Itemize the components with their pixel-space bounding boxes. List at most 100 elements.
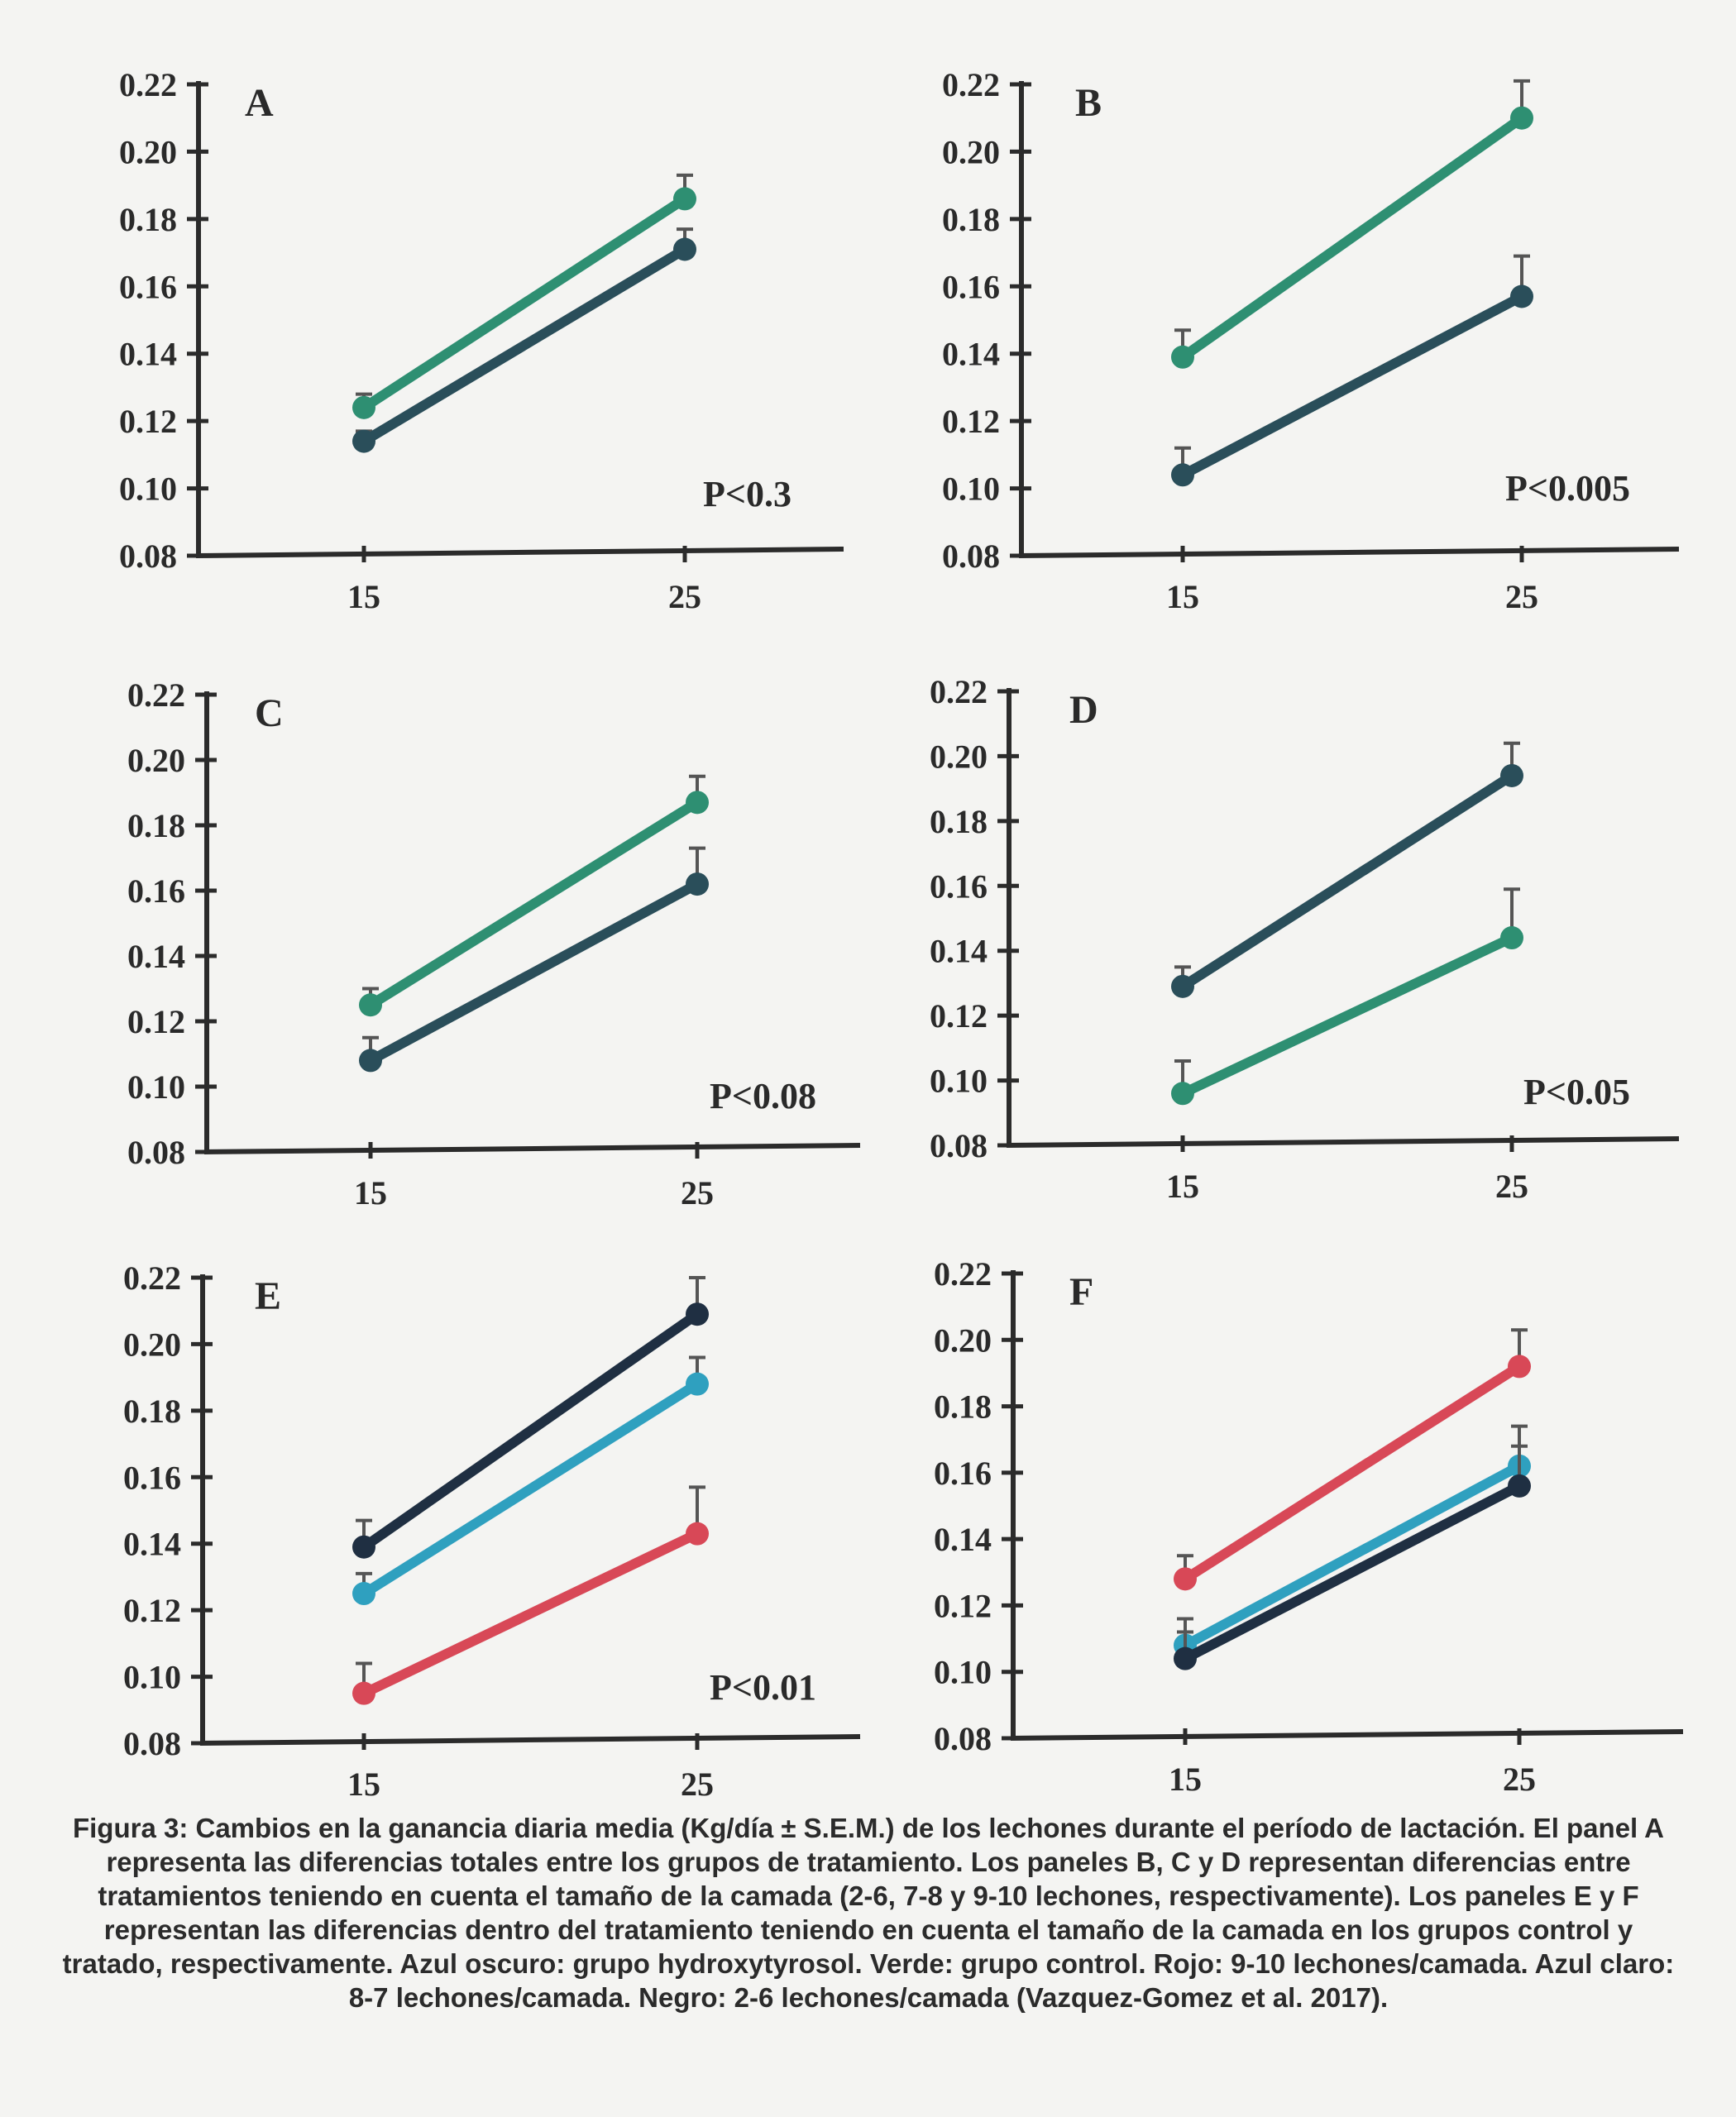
x-axis (195, 547, 844, 558)
series-segment (1178, 770, 1517, 992)
panel-letter: F (1069, 1270, 1093, 1314)
series-segment (359, 194, 690, 413)
series-segment (1178, 933, 1517, 1099)
y-tick-label: 0.14 (119, 336, 177, 373)
y-tick-label: 0.16 (123, 1459, 181, 1496)
series-segment (1180, 1361, 1524, 1584)
figure-panels: 0.08 0.10 0.12 0.14 0.16 0.18 0.20 0.22 15 25 A P<0… (119, 66, 1684, 1803)
y-tick-label: 0.12 (942, 403, 1000, 440)
y-tick-label: 0.08 (930, 1127, 988, 1164)
p-value-label: P<0.05 (1523, 1072, 1630, 1112)
data-point (673, 237, 696, 261)
x-axis (199, 1734, 861, 1746)
series-line (352, 173, 696, 419)
y-tick-label: 0.20 (123, 1326, 181, 1363)
y-tick-label: 0.10 (934, 1654, 992, 1691)
y-tick-label: 0.12 (127, 1003, 185, 1040)
y-tick-label: 0.16 (127, 872, 185, 910)
series-line (352, 227, 696, 453)
data-point (352, 1681, 375, 1705)
y-tick-label: 0.08 (119, 538, 177, 575)
data-point (673, 187, 696, 211)
y-tick-label: 0.20 (127, 742, 185, 779)
data-point (1510, 106, 1533, 130)
y-tick-label: 0.16 (934, 1455, 992, 1492)
p-value-label: P<0.08 (710, 1076, 816, 1116)
series-segment (366, 879, 702, 1066)
x-tick-label: 25 (681, 1174, 714, 1211)
y-tick-label: 0.10 (123, 1659, 181, 1696)
x-tick-label: 25 (1495, 1168, 1528, 1205)
x-tick-label: 15 (347, 578, 380, 615)
series-segment (359, 244, 690, 447)
x-tick-label: 25 (1505, 578, 1538, 615)
data-point (1174, 1646, 1197, 1670)
series-line (1171, 79, 1533, 369)
panel-c: 0.08 0.10 0.12 0.14 0.16 0.18 0.20 0.22 15 25 C P<0… (127, 676, 861, 1211)
y-tick-label: 0.16 (930, 867, 988, 905)
x-tick-label: 15 (1166, 1168, 1199, 1205)
y-tick-label: 0.16 (119, 268, 177, 305)
data-point (1510, 284, 1533, 308)
series-line (1174, 1444, 1531, 1670)
x-tick-label: 15 (354, 1174, 387, 1211)
y-tick-label: 0.14 (930, 933, 988, 970)
x-axis (203, 1143, 861, 1154)
y-tick-label: 0.18 (934, 1388, 992, 1426)
y-tick-label: 0.14 (123, 1526, 181, 1563)
x-tick-label: 15 (347, 1766, 380, 1803)
data-point (1500, 763, 1523, 787)
data-point (1171, 1082, 1194, 1106)
data-point (1171, 345, 1194, 369)
panel-letter: B (1075, 81, 1102, 125)
y-tick-label: 0.14 (942, 336, 1000, 373)
x-axis (1010, 1729, 1684, 1741)
panel-d: 0.08 0.10 0.12 0.14 0.16 0.18 0.20 0.22 15 25 D P<0… (930, 673, 1680, 1205)
panel-letter: A (245, 81, 274, 125)
y-tick-label: 0.08 (123, 1725, 181, 1762)
data-point (1171, 974, 1194, 998)
x-tick-label: 15 (1169, 1761, 1202, 1798)
data-point (686, 1302, 709, 1326)
series-line (352, 1485, 709, 1705)
data-point (686, 1372, 709, 1396)
y-tick-label: 0.20 (934, 1321, 992, 1359)
data-point (1508, 1474, 1531, 1498)
panel-e: 0.08 0.10 0.12 0.14 0.16 0.18 0.20 0.22 15 25 E P<0… (123, 1259, 861, 1803)
y-tick-label: 0.10 (942, 471, 1000, 508)
y-tick-label: 0.18 (119, 201, 177, 238)
y-tick-label: 0.08 (942, 538, 1000, 575)
data-point (686, 1522, 709, 1546)
y-tick-label: 0.22 (123, 1259, 181, 1297)
data-point (359, 1049, 382, 1073)
series-line (1174, 1328, 1531, 1591)
y-tick-label: 0.12 (119, 403, 177, 440)
series-line (1171, 887, 1523, 1106)
x-tick-label: 25 (681, 1766, 714, 1803)
series-line (352, 1355, 709, 1606)
y-tick-label: 0.18 (127, 807, 185, 844)
panel-b: 0.08 0.10 0.12 0.14 0.16 0.18 0.20 0.22 15 25 B P<0… (942, 66, 1680, 615)
series-segment (1178, 291, 1527, 480)
series-line (1171, 254, 1533, 487)
y-tick-label: 0.10 (127, 1068, 185, 1106)
data-point (352, 1582, 375, 1606)
x-axis (1006, 1136, 1680, 1148)
x-tick-label: 15 (1166, 578, 1199, 615)
panel-letter: C (255, 691, 284, 735)
panel-letter: E (255, 1274, 281, 1318)
y-tick-label: 0.20 (942, 133, 1000, 170)
y-tick-label: 0.12 (123, 1592, 181, 1629)
y-tick-label: 0.14 (127, 938, 185, 975)
y-tick-label: 0.08 (934, 1720, 992, 1757)
panel-letter: D (1069, 688, 1098, 732)
p-value-label: P<0.01 (710, 1667, 816, 1708)
y-tick-label: 0.22 (127, 676, 185, 714)
data-point (1500, 926, 1523, 950)
series-segment (1180, 1460, 1524, 1651)
data-point (1508, 1355, 1531, 1379)
y-tick-label: 0.22 (930, 673, 988, 710)
series-segment (366, 797, 702, 1011)
figure-caption: Figura 3: Cambios en la ganancia diaria … (62, 1813, 1675, 2013)
y-tick-label: 0.08 (127, 1134, 185, 1171)
